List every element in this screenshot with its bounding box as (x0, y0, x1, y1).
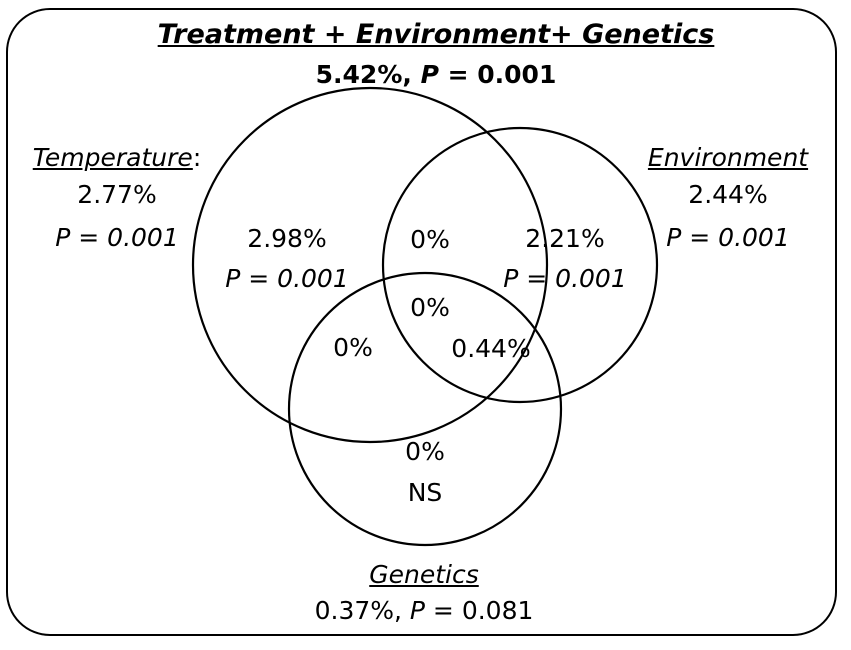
temperature-circle (191, 86, 549, 444)
overall-title: Treatment + Environment+ Genetics (157, 19, 715, 50)
genetics-label: Genetics (369, 560, 479, 589)
environment-circle (381, 126, 659, 404)
genetics-stat: 0.37%, P = 0.081 (315, 596, 534, 626)
temp-gen-overlap-pct: 0% (333, 333, 373, 362)
environment-only-p: P = 0.001 (503, 264, 627, 293)
environment-only-pct: 2.21% (525, 224, 605, 253)
diagram-frame (6, 8, 837, 636)
overall-p-label: P (420, 60, 439, 89)
all-three-overlap-pct: 0% (410, 293, 450, 322)
overall-p-value: = 0.001 (438, 60, 557, 89)
genetics-p-value: = 0.081 (424, 596, 534, 625)
temperature-p: P = 0.001 (55, 223, 179, 252)
overall-pct: 5.42%, (315, 60, 421, 89)
env-gen-overlap-pct: 0.44% (451, 334, 531, 363)
genetics-pct: 0.37%, (314, 596, 410, 625)
temperature-pct: 2.77% (77, 180, 157, 209)
genetics-only-pct: 0% (405, 437, 445, 466)
environment-pct: 2.44% (688, 180, 768, 209)
temperature-only-p: P = 0.001 (225, 264, 349, 293)
temp-env-overlap-pct: 0% (410, 225, 450, 254)
temperature-name: Temperature (32, 143, 193, 172)
temperature-only-pct: 2.98% (247, 224, 327, 253)
environment-p: P = 0.001 (666, 223, 790, 252)
genetics-only-note: NS (407, 478, 443, 507)
genetics-circle (287, 271, 563, 547)
environment-label: Environment (647, 143, 809, 172)
overall-stat: 5.42%, P = 0.001 (316, 60, 557, 90)
temperature-colon: : (192, 143, 202, 172)
genetics-p-label: P (409, 596, 425, 625)
temperature-label: Temperature: (33, 143, 202, 173)
